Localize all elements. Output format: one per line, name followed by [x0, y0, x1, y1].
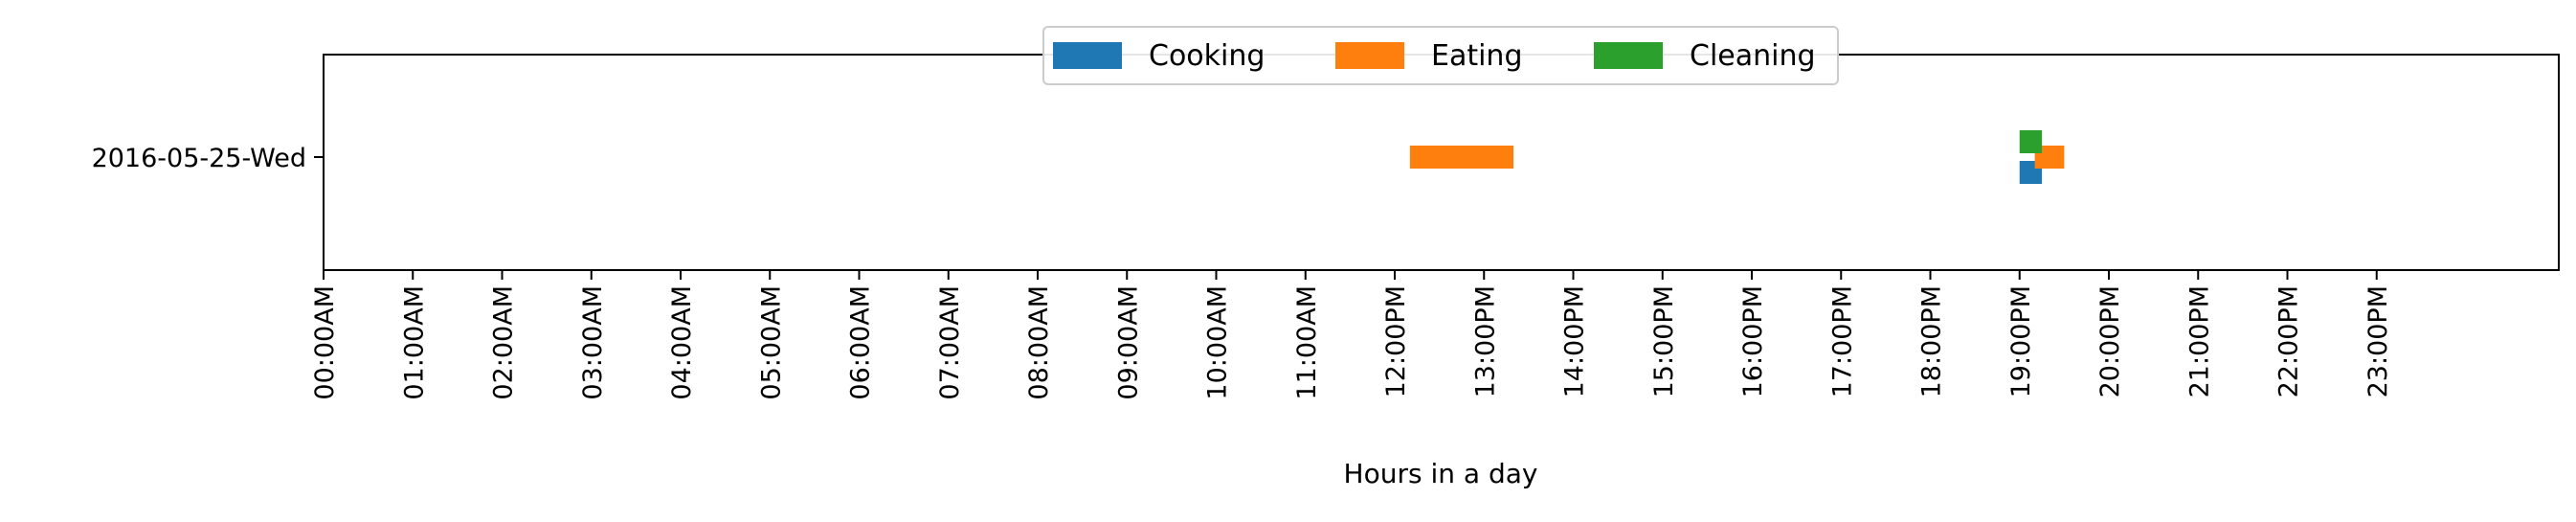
bars-layer [1409, 130, 2065, 184]
y-axis: 2016-05-25-Wed [92, 144, 324, 173]
x-tick-label: 13:00PM [1470, 285, 1500, 397]
x-tick-label: 05:00AM [756, 285, 786, 400]
x-tick-label: 03:00AM [578, 285, 608, 400]
x-tick-label: 22:00PM [2274, 285, 2304, 397]
bar-eating-0 [1409, 146, 1514, 169]
y-tick-label: 2016-05-25-Wed [92, 144, 306, 173]
x-tick-label: 11:00AM [1292, 285, 1322, 400]
legend-swatch-eating [1335, 42, 1404, 69]
x-tick-label: 16:00PM [1738, 285, 1768, 397]
x-tick-label: 18:00PM [1917, 285, 1947, 397]
legend: Cooking Eating Cleaning [1042, 26, 1839, 85]
x-tick-label: 00:00AM [310, 285, 340, 400]
x-tick-label: 02:00AM [489, 285, 519, 400]
x-tick-label: 08:00AM [1024, 285, 1054, 400]
x-tick-label: 15:00PM [1649, 285, 1679, 397]
legend-label-cleaning: Cleaning [1690, 39, 1816, 73]
x-tick-label: 04:00AM [667, 285, 697, 400]
legend-box [1042, 26, 1839, 85]
bar-cleaning-0 [2019, 130, 2043, 153]
x-tick-label: 06:00AM [846, 285, 876, 400]
x-tick-label: 19:00PM [2006, 285, 2036, 397]
x-tick-label: 20:00PM [2095, 285, 2125, 397]
x-tick-label: 09:00AM [1113, 285, 1143, 400]
legend-swatch-cleaning [1594, 42, 1663, 69]
x-tick-label: 23:00PM [2363, 285, 2393, 397]
legend-label-cooking: Cooking [1149, 39, 1265, 73]
x-tick-label: 21:00PM [2184, 285, 2214, 397]
x-tick-label: 10:00AM [1203, 285, 1233, 400]
x-axis-label: Hours in a day [1344, 458, 1538, 489]
legend-swatch-cooking [1053, 42, 1122, 69]
x-axis: 00:00AM 01:00AM 02:00AM 03:00AM 04:00AM 05:00… [310, 270, 2393, 400]
x-tick-label: 17:00PM [1827, 285, 1857, 397]
x-tick-label: 07:00AM [935, 285, 965, 400]
x-tick-label: 01:00AM [399, 285, 429, 400]
x-tick-label: 14:00PM [1560, 285, 1590, 397]
x-tick-label: 12:00PM [1381, 285, 1411, 397]
legend-label-eating: Eating [1431, 39, 1523, 73]
